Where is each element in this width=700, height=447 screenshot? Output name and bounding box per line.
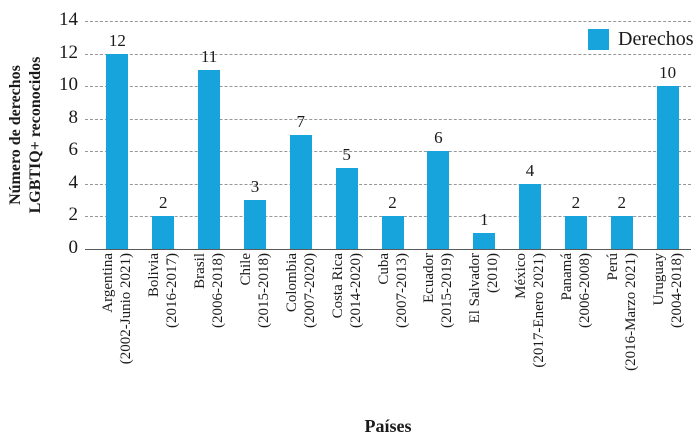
x-category-country: Panamá <box>558 253 575 301</box>
gridline <box>85 118 691 120</box>
x-category-country: Argentina <box>100 253 117 313</box>
bar-value-label: 4 <box>525 160 535 180</box>
bar-value-label: 12 <box>108 30 126 50</box>
legend-swatch <box>588 28 609 50</box>
y-tick-label: 6 <box>68 139 79 161</box>
bar <box>198 69 221 249</box>
bar-value-label: 11 <box>200 46 218 66</box>
x-category-label: Argentina (2002-Junio 2021) <box>99 253 135 393</box>
y-tick-label: 14 <box>59 9 78 30</box>
bar <box>656 86 679 249</box>
bar <box>381 216 404 249</box>
bar <box>427 151 450 249</box>
bar-value-label: 2 <box>617 193 626 213</box>
x-category-period: (2002-Junio 2021) <box>118 253 135 365</box>
bar <box>610 216 633 249</box>
y-tick-label: 10 <box>59 74 78 96</box>
gridline <box>85 21 691 22</box>
x-category-label: Brasil (2006-2018) <box>191 253 227 393</box>
bar <box>243 200 266 249</box>
x-category-label: Perú (2016-Marzo 2021) <box>604 253 640 393</box>
gridline <box>85 86 691 88</box>
bar <box>152 216 175 249</box>
x-category-period: (2007-2020) <box>301 253 318 328</box>
bar <box>106 53 129 249</box>
x-category-label: El Salvador (2010) <box>466 253 502 393</box>
bar-value-label: 2 <box>159 193 168 213</box>
x-category-period: (2006-2008) <box>576 253 593 328</box>
bar-value-label: 7 <box>296 112 306 131</box>
y-tick-label: 2 <box>68 204 79 226</box>
x-category-label: Bolivia (2016-2017) <box>145 253 181 393</box>
x-category-country: Ecuador <box>421 253 438 303</box>
x-category-period: (2006-2018) <box>210 253 227 328</box>
x-category-country: Brasil <box>192 253 209 289</box>
x-category-period: (2017-Enero 2021) <box>531 253 548 368</box>
bar-value-label: 5 <box>342 144 351 164</box>
x-category-label: Ecuador (2015-2019) <box>420 253 456 393</box>
x-category-label: Chile (2015-2018) <box>237 253 273 393</box>
bar <box>335 167 358 249</box>
bar-value-label: 2 <box>388 193 397 213</box>
bar <box>564 216 587 249</box>
bar-value-label: 10 <box>659 63 677 83</box>
y-tick-label: 8 <box>68 106 79 128</box>
x-category-country: El Salvador <box>467 253 484 324</box>
bar-value-label: 1 <box>479 209 489 229</box>
bar-value-label: 6 <box>434 128 443 148</box>
legend: Derechos <box>588 27 694 51</box>
gridline <box>85 183 691 185</box>
gridline <box>85 151 691 153</box>
x-category-period: (2015-2018) <box>255 253 272 328</box>
x-category-label: México (2017-Enero 2021) <box>512 253 548 393</box>
bar <box>473 232 496 249</box>
x-category-label: Uruguay (2004-2018) <box>650 253 686 393</box>
x-category-country: Cuba <box>375 253 392 285</box>
x-axis-line <box>85 248 691 250</box>
bar-value-label: 2 <box>571 193 581 213</box>
legend-label: Derechos <box>618 28 694 50</box>
x-category-country: México <box>513 253 530 299</box>
y-tick-label: 4 <box>68 171 79 193</box>
x-category-period: (2016-2017) <box>164 253 181 328</box>
x-category-country: Costa Rica <box>329 253 346 319</box>
y-tick-label: 0 <box>68 237 79 258</box>
x-axis-title: Países <box>364 416 412 436</box>
x-category-country: Uruguay <box>650 253 667 306</box>
y-tick-label: 12 <box>59 41 78 63</box>
x-category-period: (2004-2018) <box>668 253 685 328</box>
bar <box>519 183 542 249</box>
x-category-country: Perú <box>604 253 621 281</box>
x-category-country: Bolivia <box>146 253 163 298</box>
x-category-country: Chile <box>237 253 254 286</box>
x-category-label: Costa Rica (2014-2020) <box>329 253 365 393</box>
x-category-label: Cuba (2007-2013) <box>375 253 411 393</box>
x-category-label: Colombia (2007-2020) <box>283 253 319 393</box>
gridline <box>85 53 691 55</box>
x-category-period: (2014-2020) <box>347 253 364 328</box>
bar <box>289 135 312 249</box>
bar-value-label: 3 <box>250 177 260 197</box>
x-category-period: (2015-2019) <box>439 253 456 328</box>
x-category-label: Panamá (2006-2008) <box>558 253 594 393</box>
x-category-period: (2010) <box>485 253 502 293</box>
x-category-country: Colombia <box>283 253 300 313</box>
x-category-period: (2016-Marzo 2021) <box>622 253 639 371</box>
x-category-period: (2007-2013) <box>393 253 410 328</box>
